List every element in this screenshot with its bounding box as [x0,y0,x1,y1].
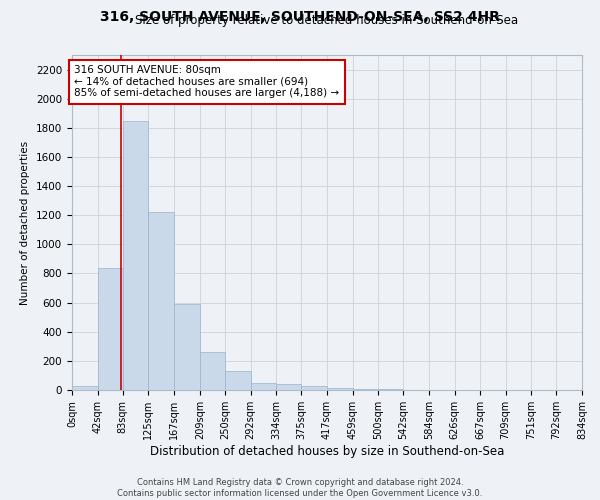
Bar [225,371,251,390]
Bar [72,386,98,390]
Bar [353,389,378,390]
Bar [148,212,174,390]
Bar [251,384,276,390]
Bar [200,352,225,390]
Bar [276,384,301,390]
Bar [327,388,353,390]
Bar [174,304,200,390]
Title: Size of property relative to detached houses in Southend-on-Sea: Size of property relative to detached ho… [136,14,518,28]
Y-axis label: Number of detached properties: Number of detached properties [20,140,31,304]
Bar [98,268,123,390]
Text: Contains HM Land Registry data © Crown copyright and database right 2024.
Contai: Contains HM Land Registry data © Crown c… [118,478,482,498]
Text: 316 SOUTH AVENUE: 80sqm
← 14% of detached houses are smaller (694)
85% of semi-d: 316 SOUTH AVENUE: 80sqm ← 14% of detache… [74,65,340,98]
Bar [123,120,148,390]
Bar [301,386,327,390]
X-axis label: Distribution of detached houses by size in Southend-on-Sea: Distribution of detached houses by size … [150,444,504,458]
Text: 316, SOUTH AVENUE, SOUTHEND-ON-SEA, SS2 4HR: 316, SOUTH AVENUE, SOUTHEND-ON-SEA, SS2 … [100,10,500,24]
